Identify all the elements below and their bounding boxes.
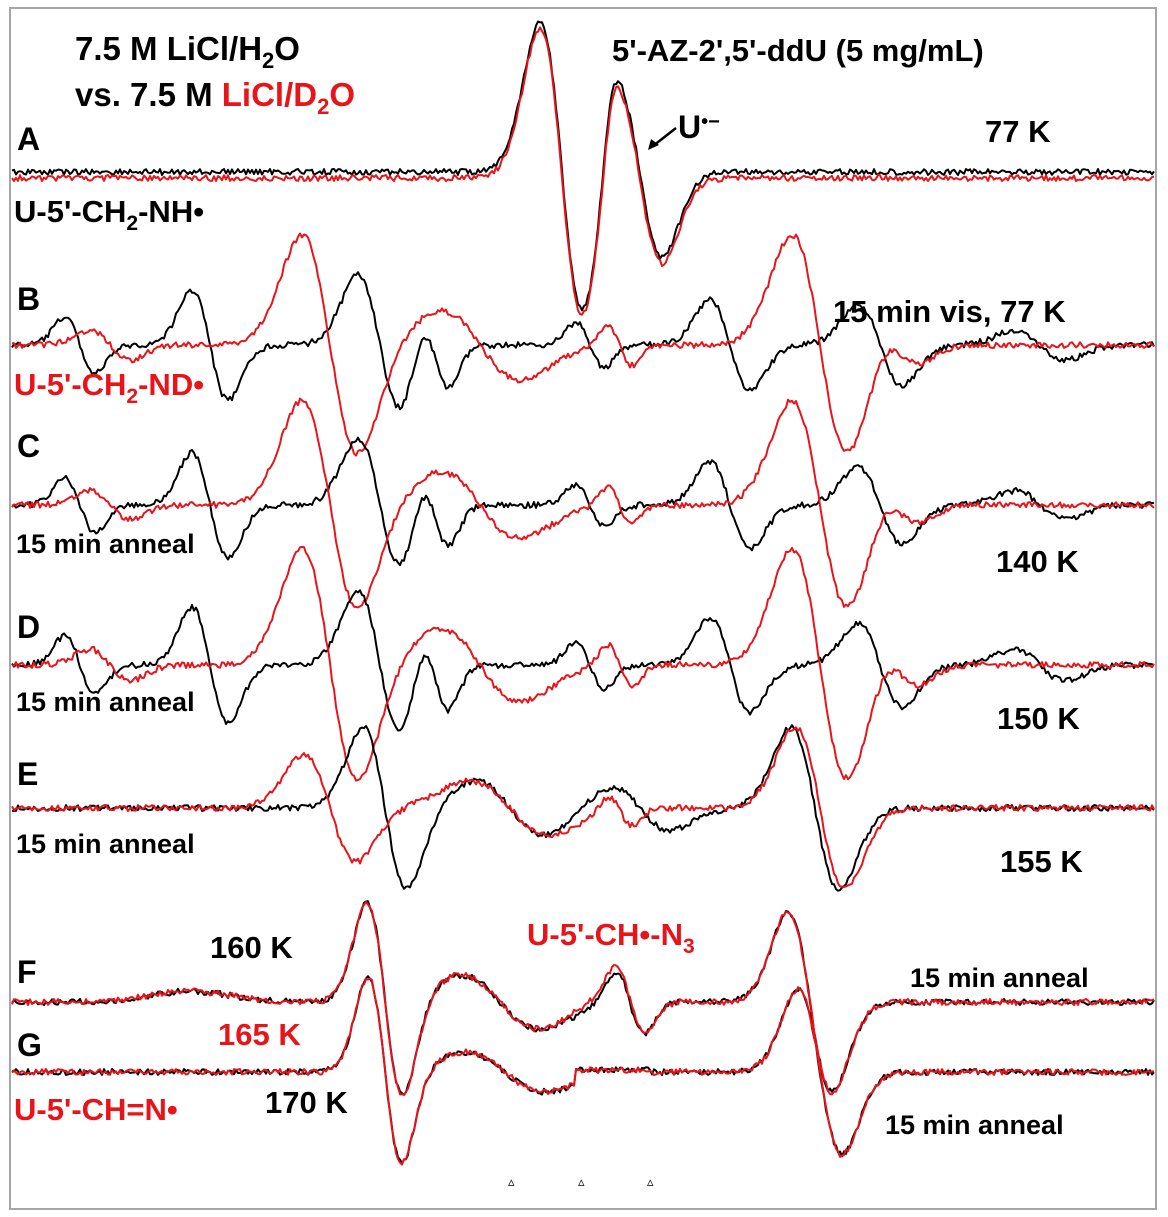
spectrum-g-h2o <box>11 975 1155 1165</box>
annotation-u-anion-arrowhead <box>648 139 659 150</box>
spectrum-d-d2o <box>11 545 1155 782</box>
panel-label-e: E <box>17 756 38 792</box>
panel-label-c: C <box>17 428 40 464</box>
spectrum-e-d2o <box>11 726 1155 888</box>
condition-g-h2o: 170 K <box>265 1085 348 1120</box>
field-marker-1: ▵ <box>508 1174 515 1189</box>
note-e: 15 min anneal <box>16 829 195 859</box>
panel-label-a: A <box>17 121 40 157</box>
chart-title: 5'-AZ-2',5'-ddU (5 mg/mL) <box>612 33 984 68</box>
note-g: 15 min anneal <box>885 1110 1064 1140</box>
condition-d: 150 K <box>997 701 1080 736</box>
spectrum-d-h2o <box>11 589 1155 732</box>
chart-frame <box>9 7 1157 1210</box>
spectrum-c-h2o <box>11 436 1155 567</box>
annotation-nh-aminyl: U-5'-CH2-NH• <box>14 194 204 235</box>
field-marker-2: ▵ <box>578 1174 585 1189</box>
condition-a: 77 K <box>985 114 1051 149</box>
spectrum-b-d2o <box>12 232 1155 457</box>
annotation-ch-n3: U-5'-CH•-N3 <box>527 917 695 958</box>
spectrum-e-h2o <box>11 724 1155 892</box>
note-c: 15 min anneal <box>16 529 195 559</box>
condition-c: 140 K <box>996 544 1079 579</box>
legend-line-1: 7.5 M LiCl/H2O <box>75 30 300 73</box>
annotation-u-anion-arrow <box>652 127 677 147</box>
field-marker-3: ▵ <box>647 1174 654 1189</box>
legend-line-2: vs. 7.5 M LiCl/D2O <box>75 76 355 119</box>
spectrum-a-d2o <box>11 26 1155 316</box>
spectrum-a-h2o <box>11 20 1155 312</box>
panel-label-d: D <box>17 609 40 645</box>
annotation-iminyl: U-5'-CH=N• <box>14 1092 178 1127</box>
spectrum-b-h2o <box>11 271 1155 411</box>
spectrum-f-d2o <box>11 901 1155 1096</box>
condition-e: 155 K <box>1000 844 1083 879</box>
condition-f: 160 K <box>210 930 293 965</box>
note-f: 15 min anneal <box>910 963 1089 993</box>
spectrum-g-d2o <box>11 977 1154 1166</box>
condition-b: 15 min vis, 77 K <box>833 294 1066 329</box>
spectrum-c-d2o <box>11 397 1155 609</box>
condition-g-d2o: 165 K <box>218 1017 301 1052</box>
annotation-u-anion: U•− <box>678 109 720 145</box>
spectra-traces <box>11 20 1155 1166</box>
panel-label-b: B <box>17 281 40 317</box>
annotation-nd-aminyl: U-5'-CH2-ND• <box>14 367 204 408</box>
note-d: 15 min anneal <box>16 687 195 717</box>
panel-label-g: G <box>17 1027 42 1063</box>
panel-label-f: F <box>17 954 37 990</box>
